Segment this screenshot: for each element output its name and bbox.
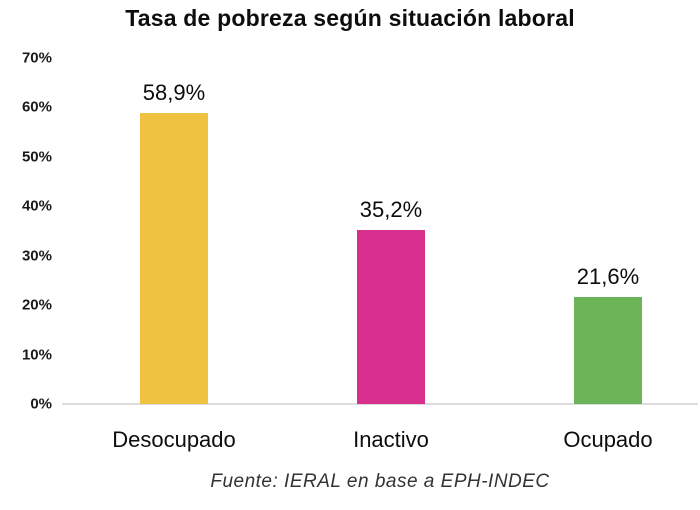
- y-axis: 0% 10% 20% 30% 40% 50% 60% 70%: [0, 0, 52, 510]
- y-axis-tick-label: 40%: [21, 197, 52, 215]
- category-label: Desocupado: [112, 427, 236, 452]
- source-note: Fuente: IERAL en base a EPH-INDEC: [210, 471, 550, 492]
- y-axis-tick-label: 60%: [21, 98, 52, 116]
- bar: [357, 230, 425, 404]
- y-axis-tick-label: 30%: [21, 247, 52, 265]
- y-axis-tick-label: 50%: [21, 148, 52, 166]
- x-axis-line: [62, 403, 698, 405]
- bar: [574, 297, 642, 404]
- y-axis-tick-label: 20%: [21, 296, 52, 314]
- category-label: Ocupado: [563, 427, 653, 452]
- bar-value-label: 21,6%: [576, 264, 640, 290]
- y-axis-tick-label: 10%: [21, 346, 52, 364]
- y-axis-tick-label: 70%: [21, 49, 52, 67]
- category-label: Inactivo: [353, 427, 429, 452]
- y-axis-tick-label: 0%: [30, 395, 52, 413]
- chart-title: Tasa de pobreza según situación laboral: [125, 5, 575, 31]
- bar: [140, 112, 208, 404]
- bar-value-label: 58,9%: [142, 79, 206, 105]
- bar-value-label: 35,2%: [359, 197, 423, 222]
